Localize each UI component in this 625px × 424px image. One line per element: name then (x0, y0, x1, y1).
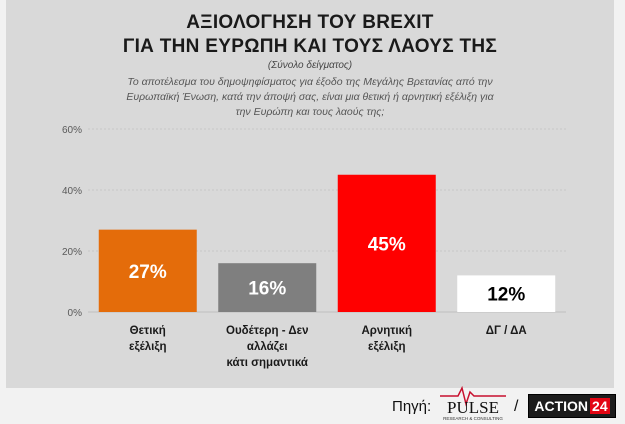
x-category-label: Ουδέτερη - Δεν (226, 325, 308, 337)
bar-value-label: 45% (368, 234, 406, 255)
pulse-logo-text: PULSE (447, 398, 499, 417)
question-line3: την Ευρώπη και τους λαούς της; (235, 106, 385, 118)
action24-logo: ACTION 24 (528, 394, 616, 418)
bar (457, 275, 556, 312)
bar (337, 174, 436, 312)
x-category-label: εξέλιξη (368, 341, 406, 353)
source-label: Πηγή: (392, 398, 432, 415)
action24-logo-number: 24 (590, 398, 610, 414)
x-category-label: Αρνητική (361, 325, 412, 337)
pulse-logo: PULSE RESEARCH & CONSULTING (440, 385, 506, 421)
bar (218, 263, 317, 312)
bar-value-label: 12% (487, 285, 525, 306)
bar-value-label: 16% (248, 279, 286, 300)
source-separator: / (514, 398, 519, 415)
chart-title-line1: ΑΞΙΟΛΟΓΗΣΗ ΤΟΥ BREXIT (186, 12, 434, 33)
pulse-logo-subtext: RESEARCH & CONSULTING (443, 416, 503, 421)
survey-question: Το αποτέλεσμα του δημοψηφίσματος για έξο… (96, 75, 524, 120)
chart-title-line2: ΓΙΑ ΤΗΝ ΕΥΡΩΠΗ ΚΑΙ ΤΟΥΣ ΛΑΟΥΣ ΤΗΣ (122, 36, 498, 57)
bar-value-label: 27% (129, 262, 167, 283)
chart-subtitle: (Σύνολο δείγματος) (267, 60, 353, 71)
x-category-label: κάτι σημαντικά (227, 357, 308, 369)
y-tick-label: 20% (62, 247, 82, 258)
x-category-label: Θετική (130, 325, 166, 337)
bar-chart: 0% 20% 40% 60% 27% Θετική εξέλιξη 16% Ουδέτερη -… (62, 125, 566, 369)
question-line2: Ευρωπαϊκή Ένωση, κατά την άποψή σας, είν… (126, 91, 494, 103)
bar (98, 229, 197, 312)
chart-panel: ΑΞΙΟΛΟΓΗΣΗ ΤΟΥ BREXIT ΓΙΑ ΤΗΝ ΕΥΡΩΠΗ ΚΑΙ… (6, 0, 614, 388)
y-tick-label: 0% (68, 308, 83, 319)
x-category-label: εξέλιξη (129, 341, 167, 353)
x-category-label: αλλάζει (247, 341, 288, 353)
y-tick-label: 40% (62, 186, 82, 197)
x-category-label: ΔΓ / ΔΑ (486, 325, 527, 337)
y-tick-label: 60% (62, 125, 82, 136)
question-line1: Το αποτέλεσμα του δημοψηφίσματος για έξο… (127, 76, 493, 88)
action24-logo-text: ACTION (534, 398, 589, 414)
